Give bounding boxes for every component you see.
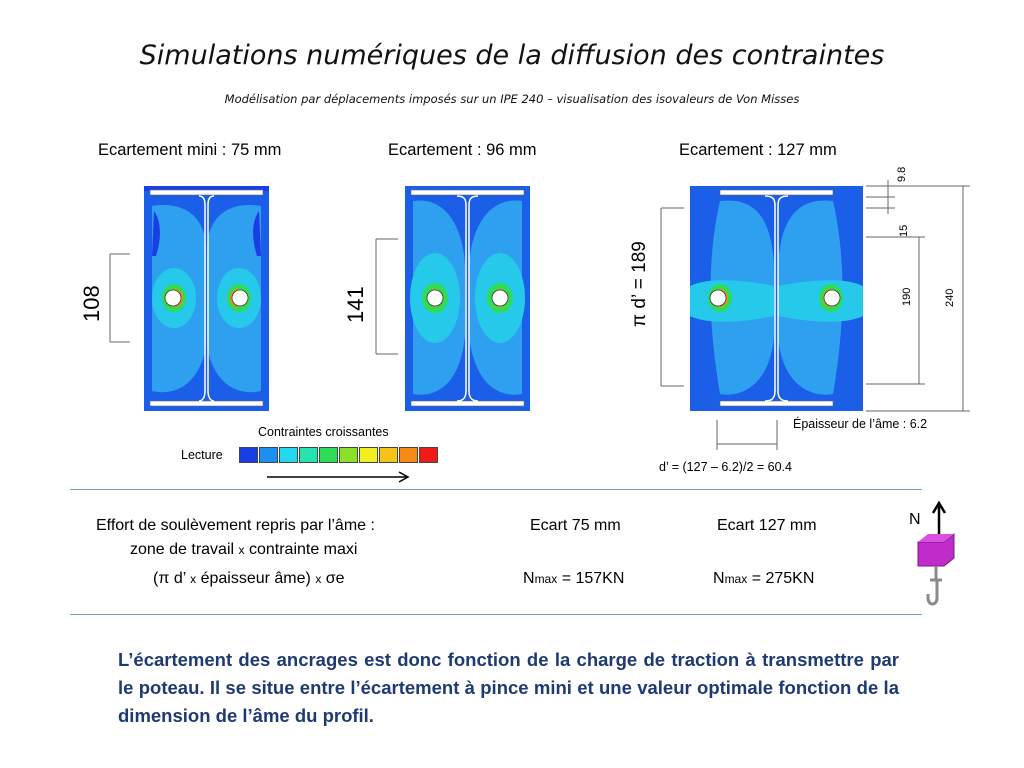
expr-times-1: x (190, 572, 197, 586)
col-header-75: Ecart 75 mm (530, 517, 621, 534)
stress-max-label: contrainte maxi (248, 541, 358, 558)
dimension-189: π d’ = 189 (629, 241, 650, 327)
col-header-127: Ecart 127 mm (717, 517, 817, 534)
arrow-right-icon (267, 471, 410, 483)
legend-swatch (379, 447, 398, 463)
dimension-108: 108 (79, 285, 104, 322)
n-symbol: N (523, 570, 535, 587)
slide-subtitle: Modélisation par déplacements imposés su… (224, 92, 800, 106)
dimension-radius: 15 (898, 224, 910, 237)
stress-map-96 (405, 186, 530, 411)
sim-title-96: Ecartement : 96 mm (388, 141, 537, 159)
d-formula: d’ = (127 – 6.2)/2 = 60.4 (659, 460, 792, 474)
nmax-127: Nmax = 275KN (713, 570, 814, 588)
stress-map-75 (144, 186, 269, 411)
dimension-141: 141 (343, 286, 368, 323)
legend-swatch (359, 447, 378, 463)
expr-times-2: x (315, 572, 322, 586)
legend-swatch (419, 447, 438, 463)
n-subscript: max (724, 572, 748, 586)
slide-title: Simulations numériques de la diffusion d… (139, 40, 885, 71)
legend-swatch (259, 447, 278, 463)
effort-expression: (π d’ x épaisseur âme) x σe (153, 570, 345, 588)
n-subscript: max (534, 572, 558, 586)
dimension-web-height: 190 (901, 287, 913, 306)
legend-swatch (339, 447, 358, 463)
expr-a: (π d’ (153, 570, 186, 587)
legend-label: Lecture (181, 448, 223, 462)
legend-swatch (279, 447, 298, 463)
legend-title: Contraintes croissantes (258, 425, 389, 439)
nmax-75: Nmax = 157KN (523, 570, 624, 588)
legend-swatch (319, 447, 338, 463)
force-label: N (909, 511, 921, 528)
nmax-127-value: = 275KN (751, 570, 815, 587)
legend-swatch (239, 447, 258, 463)
legend-swatch (299, 447, 318, 463)
dimension-flange: 9.8 (896, 166, 908, 182)
separator-bottom (70, 614, 922, 615)
nmax-75-value: = 157KN (561, 570, 625, 587)
stress-map-127 (690, 186, 863, 411)
n-symbol: N (713, 570, 725, 587)
dimension-height: 240 (944, 288, 956, 307)
expr-c: σe (325, 570, 345, 587)
web-thickness-note: Épaisseur de l’âme : 6.2 (793, 417, 928, 431)
lifting-hook-icon (917, 500, 955, 606)
expr-b: épaisseur âme) (200, 570, 311, 587)
sim-title-75: Ecartement mini : 75 mm (98, 141, 282, 159)
zone-label: zone de travail (130, 541, 235, 558)
separator-top (70, 489, 922, 490)
conclusion-text: L’écartement des ancrages est donc fonct… (118, 649, 899, 726)
effort-formula-line: zone de travail x contrainte maxi (130, 541, 357, 559)
times-sign: x (238, 543, 245, 557)
sim-title-127: Ecartement : 127 mm (679, 141, 837, 159)
legend-swatch (399, 447, 418, 463)
effort-label: Effort de soulèvement repris par l’âme : (96, 517, 375, 534)
